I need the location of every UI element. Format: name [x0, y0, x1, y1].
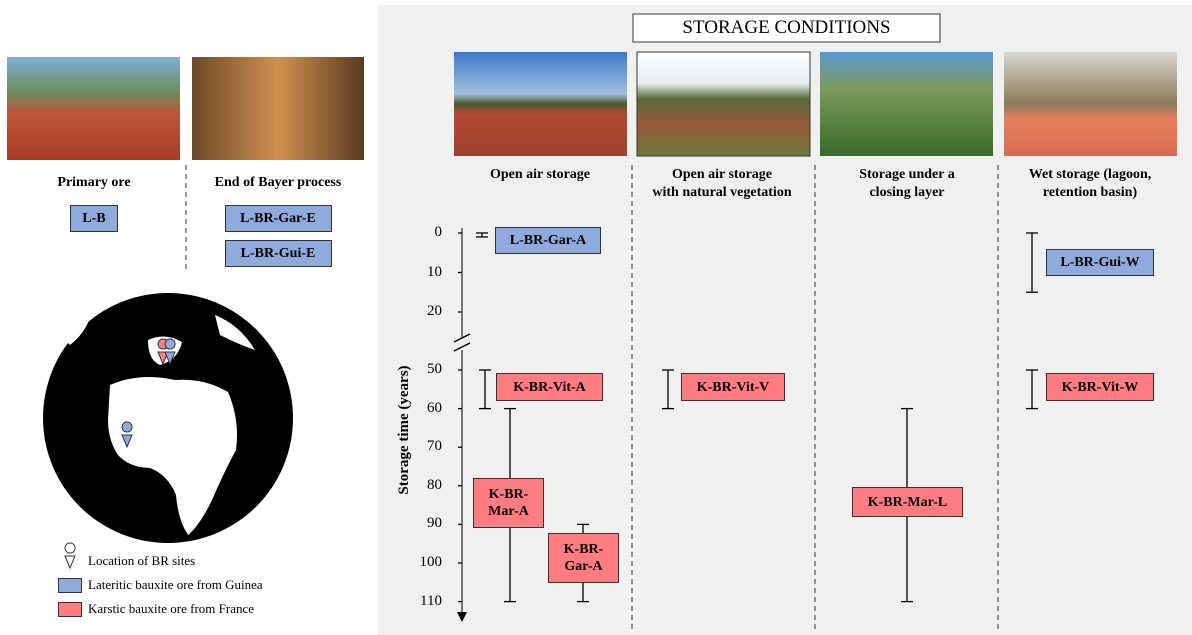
- continent: [108, 376, 237, 535]
- sample-box: L-BR-Gui-W: [1046, 249, 1154, 276]
- sample-box: K-BR-Vit-W: [1046, 373, 1154, 401]
- y-tick-label: 100: [419, 554, 443, 570]
- sample-box: K-BR-Mar-A: [473, 478, 544, 528]
- column-label: End of Bayer process: [214, 175, 342, 190]
- sample-box: K-BR-Gar-A: [548, 533, 619, 583]
- y-tick-label: 90: [427, 515, 442, 532]
- column-label: Wet storage (lagoon, retention basin): [1028, 167, 1152, 200]
- column-label: Storage under a closing layer: [859, 167, 955, 200]
- photo: [192, 57, 364, 160]
- legend-label: Location of BR sites: [88, 553, 196, 568]
- y-tick-label: 80: [427, 476, 442, 493]
- photo: [7, 57, 180, 160]
- legend-label: Lateritic bauxite ore from Guinea: [88, 577, 263, 592]
- y-tick-label: 10: [427, 263, 442, 280]
- photo: [454, 52, 627, 156]
- y-tick-label: 110: [420, 592, 442, 609]
- column-label: Primary ore: [57, 175, 131, 190]
- sample-box: L-BR-Gui-E: [224, 240, 332, 267]
- column-label: Open air storage with natural vegetation: [652, 167, 792, 200]
- axis-arrow: [457, 612, 467, 622]
- photo: [820, 52, 993, 156]
- sample-box: L-BR-Gar-E: [224, 205, 332, 232]
- sample-box: L-B: [70, 205, 118, 232]
- axis-break: [453, 333, 471, 352]
- sample-box: K-BR-Vit-V: [681, 373, 785, 401]
- axis-label: Storage time (years): [396, 365, 412, 495]
- title-box: [632, 13, 941, 43]
- legend-label: Karstic bauxite ore from France: [88, 601, 255, 616]
- sample-box: K-BR-Vit-A: [496, 373, 603, 401]
- photo: [636, 51, 811, 157]
- y-tick-label: 70: [427, 438, 442, 455]
- title: STORAGE CONDITIONS: [682, 17, 891, 38]
- continent: [55, 300, 255, 365]
- y-tick-label: 50: [427, 361, 442, 377]
- photo: [1004, 52, 1177, 156]
- sample-box: L-BR-Gar-A: [495, 227, 601, 254]
- y-tick-label: 60: [427, 399, 442, 416]
- legend-swatch: [58, 602, 82, 617]
- y-tick-label: 0: [434, 224, 443, 240]
- legend-pin: [64, 542, 76, 570]
- legend-swatch: [58, 578, 82, 593]
- site-pin: [121, 421, 133, 449]
- column-label: Open air storage: [489, 167, 591, 182]
- site-pin: [164, 338, 176, 366]
- y-tick-label: 20: [427, 303, 442, 319]
- sample-box: K-BR-Mar-L: [852, 487, 963, 517]
